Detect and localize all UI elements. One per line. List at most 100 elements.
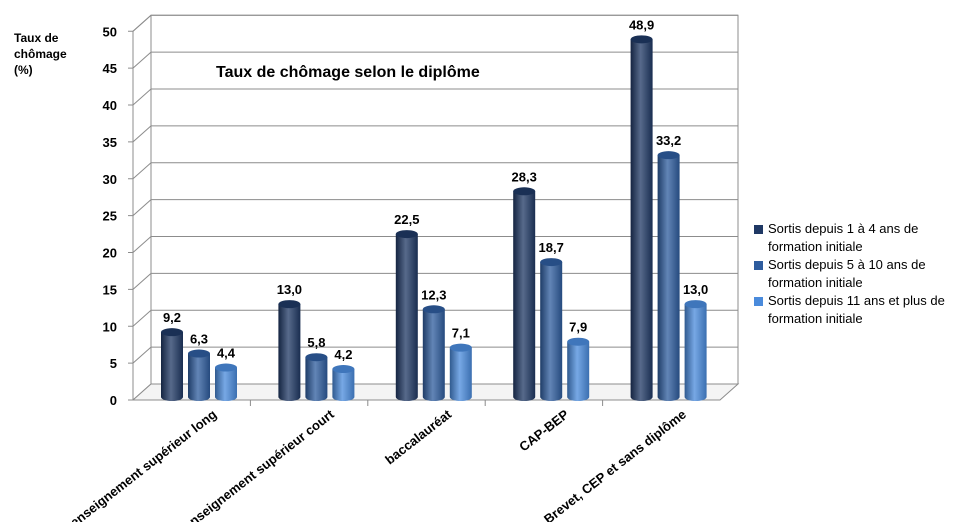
bar bbox=[215, 363, 237, 401]
bar-body bbox=[395, 234, 418, 401]
bar bbox=[449, 343, 472, 401]
y-tick-label: 50 bbox=[103, 24, 117, 39]
y-tick-label: 30 bbox=[103, 172, 117, 187]
y-tick-label: 15 bbox=[103, 282, 117, 297]
bar-body bbox=[513, 191, 536, 401]
legend-item: Sortis depuis 1 à 4 ans de formation ini… bbox=[754, 220, 969, 256]
bar-top bbox=[188, 349, 210, 358]
data-label: 5,8 bbox=[307, 335, 325, 350]
data-label: 4,4 bbox=[217, 346, 236, 361]
y-tick-label: 40 bbox=[103, 98, 117, 113]
data-label: 22,5 bbox=[394, 212, 419, 227]
data-label: 13,0 bbox=[277, 282, 302, 297]
gridline-side bbox=[132, 162, 152, 180]
data-label: 7,9 bbox=[569, 320, 587, 335]
bar bbox=[332, 365, 355, 401]
y-tick-label: 5 bbox=[110, 356, 117, 371]
bar-body bbox=[684, 304, 707, 401]
bar-body bbox=[630, 39, 653, 402]
x-tick-label: enseignement supérieur long bbox=[67, 407, 219, 522]
gridline-side bbox=[132, 309, 152, 327]
bar-top bbox=[657, 151, 680, 160]
bar-body bbox=[422, 309, 445, 401]
bar bbox=[278, 300, 301, 401]
y-axis-label-line: chômage bbox=[14, 47, 67, 61]
y-tick-label: 10 bbox=[103, 319, 117, 334]
bar-body bbox=[278, 304, 301, 401]
gridline-side bbox=[132, 14, 152, 32]
legend-label: formation initiale bbox=[768, 311, 863, 326]
bar-top bbox=[513, 187, 536, 196]
gridline-side bbox=[132, 88, 152, 106]
bar-top bbox=[161, 328, 183, 337]
bar-body bbox=[188, 353, 210, 401]
bar-top bbox=[422, 305, 445, 314]
x-tick-label: baccalauréat bbox=[382, 406, 454, 467]
data-label: 18,7 bbox=[539, 240, 564, 255]
y-axis-label-line: (%) bbox=[14, 63, 33, 77]
y-tick-label: 25 bbox=[103, 209, 117, 224]
legend-label: Sortis depuis 5 à 10 ans de bbox=[768, 257, 926, 272]
y-tick-label: 45 bbox=[103, 61, 117, 76]
legend-swatch bbox=[754, 261, 763, 270]
legend: Sortis depuis 1 à 4 ans de formation ini… bbox=[754, 220, 969, 328]
legend-label: Sortis depuis 11 ans et plus de bbox=[768, 293, 945, 308]
y-axis-label-line: Taux de bbox=[14, 31, 59, 45]
bar-top bbox=[630, 35, 653, 44]
bar bbox=[630, 35, 653, 402]
bar-body bbox=[657, 155, 680, 401]
bar-body bbox=[332, 369, 355, 401]
bar bbox=[422, 305, 445, 401]
chart-title: Taux de chômage selon le diplôme bbox=[216, 64, 480, 81]
gridline-side bbox=[132, 273, 152, 290]
data-label: 48,9 bbox=[629, 17, 654, 32]
bar-body bbox=[540, 262, 563, 401]
y-tick-label: 20 bbox=[103, 246, 117, 261]
bar-body bbox=[305, 357, 328, 401]
bar bbox=[513, 187, 536, 401]
bar bbox=[161, 328, 183, 401]
bar-top bbox=[449, 343, 472, 352]
bar-top bbox=[540, 258, 563, 267]
data-label: 33,2 bbox=[656, 133, 681, 148]
y-axis-label: Taux de chômage (%) bbox=[14, 30, 84, 78]
bar-top bbox=[215, 363, 237, 372]
legend-swatch bbox=[754, 225, 763, 234]
y-tick-label: 0 bbox=[110, 393, 117, 408]
y-tick-label: 35 bbox=[103, 135, 117, 150]
data-label: 9,2 bbox=[163, 310, 181, 325]
legend-label: formation initiale bbox=[768, 275, 863, 290]
bar-body bbox=[449, 347, 472, 401]
bar-body bbox=[567, 341, 590, 401]
data-label: 7,1 bbox=[452, 326, 470, 341]
bar-top bbox=[332, 365, 355, 374]
gridline-side bbox=[132, 51, 152, 69]
x-tick-label: CAP-BEP bbox=[516, 406, 572, 454]
bar bbox=[540, 258, 563, 401]
gridline-side bbox=[132, 199, 152, 216]
bar-top bbox=[567, 337, 590, 346]
bar bbox=[188, 349, 210, 401]
bar-body bbox=[161, 332, 183, 401]
legend-label: Sortis depuis 1 à 4 ans de bbox=[768, 221, 919, 236]
bar-top bbox=[305, 353, 328, 362]
bar bbox=[684, 300, 707, 401]
bar bbox=[567, 337, 590, 401]
bar-top bbox=[395, 230, 418, 239]
gridline-side bbox=[132, 236, 152, 253]
legend-item: Sortis depuis 11 ans et plus de formatio… bbox=[754, 292, 969, 328]
legend-label: formation initiale bbox=[768, 239, 863, 254]
bar bbox=[305, 353, 328, 401]
bar bbox=[657, 151, 680, 401]
legend-swatch bbox=[754, 297, 763, 306]
data-label: 13,0 bbox=[683, 282, 708, 297]
bar-top bbox=[278, 300, 301, 309]
bar-body bbox=[215, 367, 237, 401]
gridline-side bbox=[132, 125, 152, 143]
bar-top bbox=[684, 300, 707, 309]
bar bbox=[395, 230, 418, 401]
legend-item: Sortis depuis 5 à 10 ans de formation in… bbox=[754, 256, 969, 292]
data-label: 4,2 bbox=[334, 347, 352, 362]
data-label: 28,3 bbox=[512, 169, 537, 184]
